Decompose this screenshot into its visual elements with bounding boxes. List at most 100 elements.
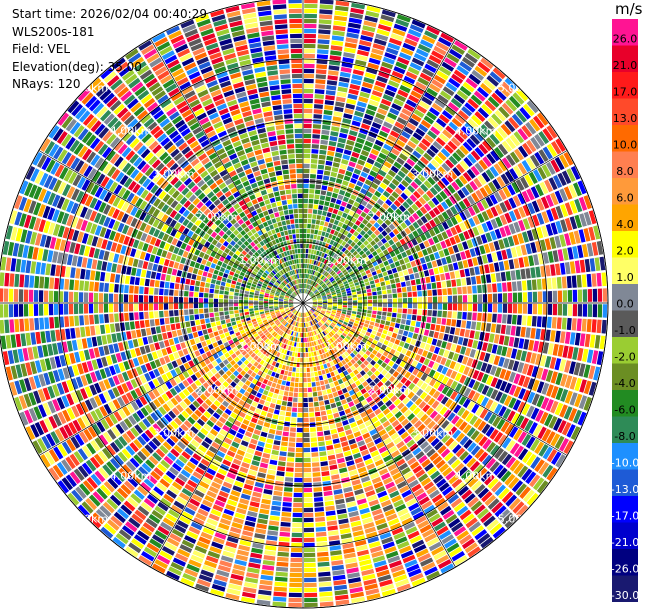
velocity-gate <box>162 193 171 203</box>
velocity-gate <box>190 279 196 286</box>
velocity-gate <box>230 25 244 33</box>
velocity-gate <box>424 30 438 40</box>
velocity-gate <box>208 293 214 298</box>
velocity-gate <box>382 178 391 186</box>
velocity-gate <box>574 198 583 213</box>
velocity-gate <box>433 45 447 56</box>
velocity-gate <box>369 218 376 225</box>
velocity-gate <box>438 250 445 258</box>
velocity-gate <box>362 218 369 225</box>
velocity-gate <box>396 233 403 240</box>
velocity-gate <box>353 237 360 244</box>
velocity-gate <box>402 243 409 251</box>
velocity-gate <box>321 294 326 297</box>
velocity-gate <box>267 167 275 173</box>
velocity-gate <box>128 52 142 64</box>
velocity-gate <box>193 297 199 303</box>
velocity-gate <box>23 289 29 302</box>
velocity-gate <box>212 94 224 102</box>
velocity-gate <box>378 152 387 160</box>
velocity-gate <box>223 240 229 247</box>
velocity-gate <box>13 289 19 302</box>
velocity-gate <box>289 276 293 281</box>
velocity-gate <box>467 153 477 164</box>
velocity-gate <box>287 245 292 250</box>
velocity-gate <box>486 153 496 165</box>
velocity-gate <box>409 24 424 33</box>
velocity-gate <box>330 289 335 293</box>
velocity-gate <box>194 314 200 320</box>
velocity-gate <box>114 284 119 293</box>
velocity-gate <box>381 256 387 262</box>
velocity-gate <box>515 110 527 123</box>
velocity-gate <box>315 79 326 85</box>
velocity-gate <box>285 219 291 225</box>
velocity-gate <box>287 204 293 210</box>
velocity-gate <box>516 88 529 102</box>
velocity-gate <box>288 209 294 215</box>
velocity-gate <box>218 307 224 312</box>
velocity-gate <box>426 190 435 199</box>
velocity-gate <box>265 255 271 261</box>
velocity-gate <box>219 311 224 316</box>
velocity-gate <box>449 236 457 246</box>
velocity-gate <box>190 171 199 180</box>
velocity-gate <box>150 184 159 194</box>
velocity-gate <box>520 176 529 189</box>
velocity-gate <box>249 194 256 201</box>
velocity-gate <box>507 184 516 196</box>
velocity-gate <box>214 234 222 241</box>
velocity-gate <box>474 162 484 173</box>
velocity-gate <box>548 177 558 191</box>
velocity-gate <box>99 88 112 101</box>
velocity-gate <box>427 176 436 186</box>
velocity-gate <box>239 253 245 259</box>
velocity-gate <box>335 147 344 154</box>
velocity-gate <box>53 146 64 160</box>
velocity-gate <box>282 289 287 293</box>
velocity-gate <box>338 283 344 287</box>
velocity-gate <box>458 232 466 242</box>
velocity-gate <box>391 288 397 294</box>
velocity-gate <box>235 44 248 52</box>
velocity-gate <box>359 154 368 162</box>
velocity-gate <box>445 125 456 136</box>
velocity-gate <box>100 176 110 188</box>
velocity-gate <box>476 201 485 212</box>
velocity-gate <box>355 284 361 289</box>
velocity-gate <box>260 25 274 32</box>
velocity-gate <box>436 204 445 213</box>
velocity-gate <box>133 157 143 167</box>
velocity-gate <box>363 207 370 214</box>
velocity-gate <box>453 192 462 202</box>
velocity-gate <box>278 277 283 282</box>
velocity-gate <box>287 266 291 271</box>
velocity-gate <box>360 200 368 207</box>
velocity-gate <box>461 106 473 117</box>
velocity-gate <box>244 168 253 175</box>
velocity-gate <box>350 273 356 278</box>
velocity-gate <box>505 99 518 112</box>
velocity-gate <box>69 121 81 135</box>
velocity-gate <box>257 159 265 165</box>
velocity-gate <box>148 206 156 215</box>
velocity-gate <box>200 139 210 148</box>
velocity-gate <box>473 131 484 142</box>
velocity-gate <box>190 185 199 193</box>
velocity-gate <box>283 174 290 180</box>
velocity-gate <box>509 151 520 164</box>
velocity-gate <box>345 225 352 232</box>
velocity-gate <box>520 268 526 280</box>
velocity-gate <box>252 108 262 115</box>
velocity-gate <box>343 149 352 156</box>
velocity-gate <box>438 37 452 47</box>
velocity-gate <box>292 286 296 291</box>
velocity-gate <box>482 140 493 152</box>
velocity-gate <box>288 3 302 9</box>
velocity-gate <box>396 14 411 23</box>
velocity-gate <box>364 72 376 80</box>
velocity-gate <box>520 244 527 256</box>
velocity-gate <box>305 274 308 279</box>
velocity-gate <box>295 148 303 154</box>
velocity-gate <box>143 295 149 303</box>
